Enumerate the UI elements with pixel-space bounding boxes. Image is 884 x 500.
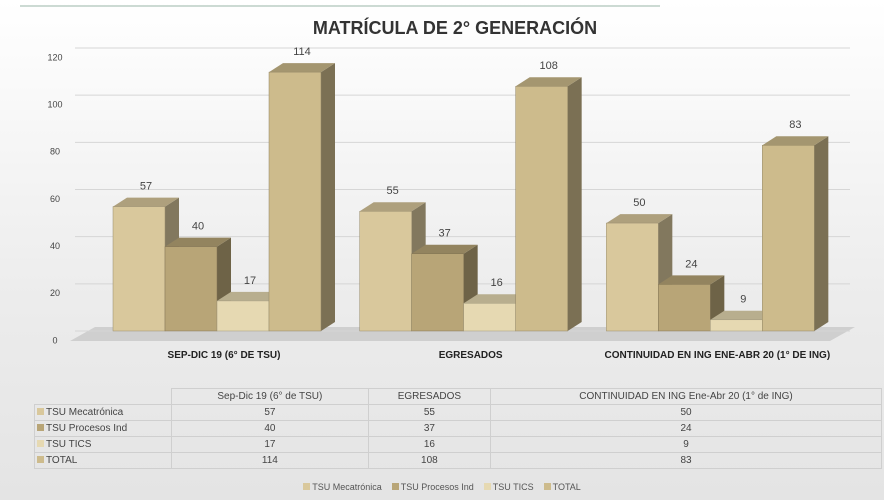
legend-label: TOTAL xyxy=(552,482,581,492)
bar xyxy=(762,145,815,332)
y-tick-label: 100 xyxy=(47,100,62,110)
legend-swatch xyxy=(391,483,399,490)
value-label: 24 xyxy=(685,258,697,270)
legend-item: TOTAL xyxy=(543,482,581,492)
bar xyxy=(359,211,412,332)
row-label-text: TSU TICS xyxy=(46,439,92,450)
table-row: TOTAL 114 108 83 xyxy=(34,452,882,469)
value-label: 17 xyxy=(244,275,256,287)
table-cell: 50 xyxy=(490,404,882,421)
legend-swatch xyxy=(37,440,44,447)
value-label: 9 xyxy=(740,294,746,306)
y-tick-label: 120 xyxy=(47,52,62,62)
bar-top xyxy=(710,310,777,320)
table-cell: 83 xyxy=(490,452,882,469)
legend-item: TSU Mecatrónica xyxy=(303,482,382,492)
table-row-label: TSU Procesos Ind xyxy=(34,420,172,437)
legend-label: TSU TICS xyxy=(492,482,534,492)
table-row-label: TOTAL xyxy=(34,452,172,469)
legend-swatch xyxy=(37,456,44,463)
table-row-label: TSU Mecatrónica xyxy=(34,404,172,421)
legend-swatch xyxy=(303,483,311,490)
x-tick-label: EGRESADOS xyxy=(438,350,503,361)
legend-swatch xyxy=(37,408,44,415)
table-column-header: EGRESADOS xyxy=(367,388,492,405)
table-cell: 16 xyxy=(367,436,492,453)
table-cell: 114 xyxy=(171,452,369,469)
bar-side xyxy=(567,77,582,331)
bar-top xyxy=(359,202,426,212)
bar xyxy=(658,284,711,332)
table-cell: 37 xyxy=(367,420,492,437)
value-label: 83 xyxy=(789,119,801,131)
bar-side xyxy=(814,136,829,331)
legend-label: TSU Mecatrónica xyxy=(312,482,382,492)
legend-swatch xyxy=(483,483,491,490)
table-row: TSU Procesos Ind 40 37 24 xyxy=(34,420,882,437)
bar xyxy=(710,319,763,332)
value-label: 50 xyxy=(633,197,645,209)
y-tick-label: 80 xyxy=(50,147,60,157)
row-label-text: TSU Mecatrónica xyxy=(46,407,124,418)
table-cell: 55 xyxy=(367,404,492,421)
bar-top xyxy=(463,294,530,304)
value-label: 16 xyxy=(491,277,503,289)
y-tick-label: 60 xyxy=(50,194,60,204)
table-row: TSU TICS 17 16 9 xyxy=(34,436,882,453)
x-tick-label: CONTINUIDAD EN ING ENE-ABR 20 (1° DE ING… xyxy=(604,350,831,361)
table-header: Sep-Dic 19 (6° de TSU) EGRESADOS CONTINUID… xyxy=(34,388,882,405)
row-label-text: TSU Procesos Ind xyxy=(46,423,128,434)
bar xyxy=(606,222,659,332)
legend-item: TSU Procesos Ind xyxy=(391,482,474,492)
table-cell: 57 xyxy=(171,404,369,421)
bar-top xyxy=(762,136,829,146)
y-tick-label: 20 xyxy=(50,288,60,298)
table-corner xyxy=(34,388,172,405)
y-tick-label: 0 xyxy=(52,335,57,345)
table-row-label: TSU TICS xyxy=(34,436,172,453)
legend-item: TSU TICS xyxy=(483,482,534,492)
bar xyxy=(164,246,218,332)
table-cell: 17 xyxy=(171,436,369,453)
bar-top xyxy=(113,197,179,207)
value-label: 40 xyxy=(192,221,204,233)
bar-top xyxy=(606,214,673,224)
bar xyxy=(112,206,166,332)
x-tick-label: SEP-DIC 19 (6° DE TSU) xyxy=(167,350,281,361)
table-cell: 9 xyxy=(490,436,882,453)
table-cell: 108 xyxy=(367,452,492,469)
table-cell: 40 xyxy=(171,420,369,437)
bar xyxy=(268,71,322,332)
bar xyxy=(463,303,516,332)
bar xyxy=(411,253,464,332)
bar xyxy=(216,300,270,332)
legend-swatch xyxy=(543,483,551,490)
legend-swatch xyxy=(37,424,44,431)
table-column-header: CONTINUIDAD EN ING Ene-Abr 20 (1° de ING… xyxy=(490,388,882,405)
bar-top xyxy=(411,244,478,254)
bar-top xyxy=(165,237,231,247)
bar-top xyxy=(217,291,283,301)
row-label-text: TOTAL xyxy=(46,455,78,466)
value-label: 108 xyxy=(539,60,557,72)
legend: TSU Mecatrónica TSU Procesos Ind TSU TICS T… xyxy=(0,482,884,492)
table-row: TSU Mecatrónica 57 55 50 xyxy=(34,404,882,421)
value-label: 57 xyxy=(140,180,152,192)
value-label: 55 xyxy=(387,185,399,197)
bar-top xyxy=(658,275,725,285)
value-label: 114 xyxy=(293,46,311,58)
bar-side xyxy=(321,63,335,332)
chart: MATRÍCULA DE 2° GENERACIÓN 0 20 40 60 80 100 1… xyxy=(20,5,855,345)
bar xyxy=(515,86,568,332)
bar-top xyxy=(269,63,335,73)
y-tick-label: 40 xyxy=(50,241,60,251)
chart-title: MATRÍCULA DE 2° GENERACIÓN xyxy=(313,17,597,38)
value-label: 37 xyxy=(439,228,451,240)
legend-label: TSU Procesos Ind xyxy=(400,482,474,492)
table-cell: 24 xyxy=(490,420,882,437)
data-table: Sep-Dic 19 (6° de TSU) EGRESADOS CONTINUID… xyxy=(34,388,882,469)
table-column-header: Sep-Dic 19 (6° de TSU) xyxy=(171,388,369,405)
bar-top xyxy=(515,77,582,87)
